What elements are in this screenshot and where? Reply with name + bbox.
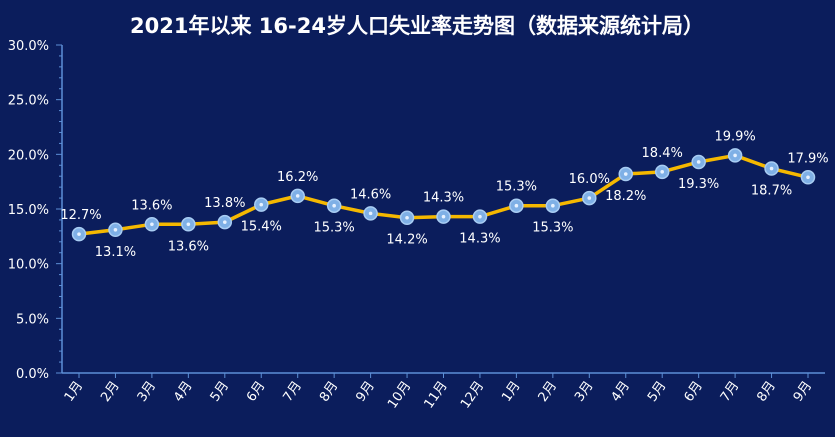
x-tick-label: 7月 — [718, 379, 742, 405]
x-tick-label: 9月 — [353, 379, 377, 405]
data-label: 18.2% — [605, 189, 646, 204]
data-label: 14.3% — [423, 191, 464, 206]
y-tick-label: 15.0% — [8, 203, 49, 218]
y-tick-label: 20.0% — [8, 148, 49, 163]
data-label: 12.7% — [60, 208, 101, 223]
data-point-center — [332, 203, 336, 208]
data-label: 17.9% — [787, 151, 828, 166]
x-tick-label: 5月 — [208, 379, 232, 405]
data-point-center — [186, 222, 191, 227]
y-tick-label: 5.0% — [16, 312, 49, 327]
x-tick-label: 10月 — [385, 379, 414, 412]
data-label: 13.8% — [204, 196, 245, 211]
data-point-center — [113, 227, 118, 232]
data-point-center — [696, 160, 701, 164]
data-point-center — [733, 153, 737, 158]
x-tick-label: 12月 — [458, 379, 487, 412]
x-tick-label: 4月 — [171, 379, 195, 405]
x-tick-label: 11月 — [422, 379, 451, 412]
data-point-center — [514, 203, 519, 208]
x-tick-label: 8月 — [754, 379, 778, 405]
data-label: 15.4% — [241, 220, 282, 235]
data-label: 16.2% — [277, 170, 318, 185]
data-label: 19.9% — [714, 129, 755, 144]
data-label: 13.1% — [95, 245, 136, 260]
data-label: 14.6% — [350, 187, 391, 202]
data-label: 15.3% — [532, 221, 573, 236]
data-point-center — [806, 175, 810, 180]
data-label: 16.0% — [569, 172, 610, 187]
data-point-center — [587, 196, 592, 200]
chart-title: 2021年以来 16-24岁人口失业率走势图（数据来源统计局） — [130, 14, 704, 38]
data-point-center — [405, 215, 409, 220]
data-point-center — [551, 203, 555, 208]
data-point-center — [660, 170, 664, 174]
y-tick-label: 0.0% — [16, 367, 49, 382]
data-label: 18.4% — [642, 146, 683, 161]
x-tick-label: 8月 — [317, 379, 341, 405]
x-tick-label: 1月 — [62, 379, 86, 405]
data-point-center — [223, 220, 227, 224]
y-tick-label: 30.0% — [8, 39, 49, 54]
x-tick-label: 6月 — [681, 379, 705, 405]
data-label: 13.6% — [168, 239, 209, 254]
axes: 0.0% 5.0% 10.0% 15.0% 20.0% 25.0% 30.0% 1月 2月 3月 4… — [8, 39, 825, 411]
x-tick-label: 9月 — [791, 379, 815, 405]
data-point-center — [77, 232, 81, 236]
y-tick-label: 25.0% — [8, 94, 49, 109]
x-tick-label: 6月 — [244, 379, 268, 405]
x-tick-label: 5月 — [645, 379, 669, 405]
x-tick-label: 1月 — [499, 379, 523, 405]
x-tick-label: 7月 — [280, 379, 304, 405]
data-point-center — [441, 214, 446, 219]
x-tick-label: 3月 — [572, 379, 596, 405]
data-point-center — [259, 202, 264, 207]
data-label: 15.3% — [496, 180, 537, 195]
data-point-center — [150, 222, 154, 227]
data-label: 15.3% — [313, 221, 354, 236]
data-label: 14.3% — [459, 232, 500, 247]
plot-area: 12.7% 13.1% 13.6% 13.6% 13.8% 15.4% 16.2% 15.3%… — [60, 129, 828, 259]
data-label: 18.7% — [751, 184, 792, 199]
data-point-center — [623, 172, 628, 176]
data-point-center — [478, 214, 482, 219]
x-tick-label: 2月 — [536, 379, 560, 405]
data-label: 13.6% — [131, 198, 172, 213]
data-point-center — [368, 211, 373, 216]
x-tick-label: 3月 — [135, 379, 159, 405]
data-label: 19.3% — [678, 177, 719, 192]
x-tick-label: 2月 — [98, 379, 122, 405]
x-tick-label: 4月 — [609, 379, 633, 405]
y-tick-label: 10.0% — [8, 258, 49, 273]
data-point-center — [295, 194, 300, 198]
data-label: 14.2% — [386, 233, 427, 248]
data-point-center — [769, 166, 774, 171]
